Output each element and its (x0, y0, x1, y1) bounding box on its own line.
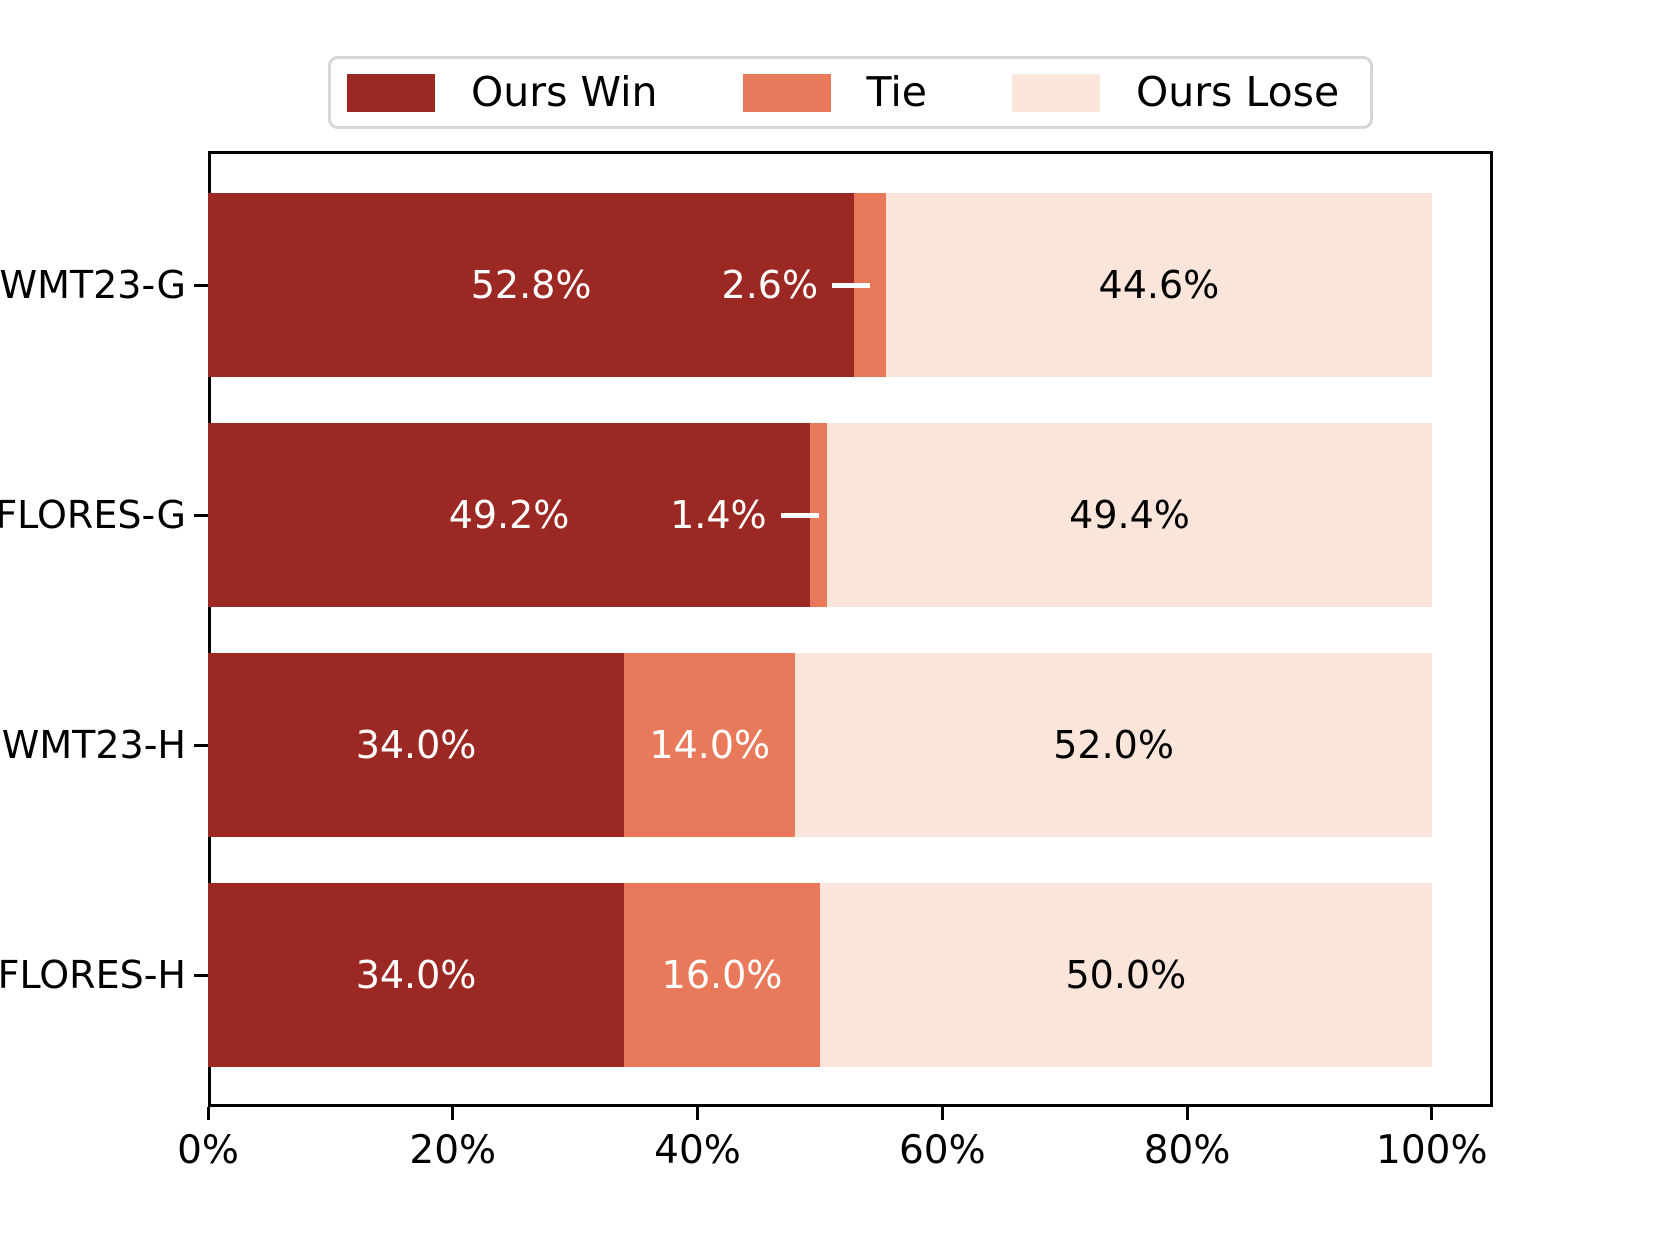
win-value-label: 52.8% (470, 263, 592, 307)
y-tick (194, 743, 208, 747)
y-axis-label-flores-g: FLORES-G (0, 493, 186, 537)
legend-label-ours-win: Ours Win (471, 68, 658, 116)
win-value-label: 49.2% (448, 493, 570, 537)
legend-item-tie: Tie (742, 68, 927, 116)
x-tick (696, 1107, 700, 1120)
plot-area: 52.8% 2.6% 44.6% WMT23-G 49.2% 1.4% 49.4% FLORE… (0, 151, 1493, 1170)
x-tick-label: 0% (177, 1128, 239, 1173)
lose-value-label: 44.6% (1098, 263, 1220, 307)
bar-segment-flores-h-ours-lose (819, 883, 1432, 1067)
legend-swatch-tie-icon (742, 73, 831, 112)
x-tick-label: 60% (898, 1128, 986, 1173)
tie-value-label: 14.0% (649, 723, 771, 767)
y-tick (194, 973, 208, 977)
tie-callout-dash (832, 282, 871, 288)
legend-label-tie: Tie (866, 68, 927, 116)
y-axis-label-wmt23-g: WMT23-G (0, 263, 186, 307)
y-axis-label-flores-h: FLORES-H (0, 953, 186, 997)
bar-segment-wmt23-g-ours-lose (885, 193, 1432, 377)
bar-segment-flores-g-ours-lose (827, 423, 1432, 607)
tie-value-label: 16.0% (661, 953, 783, 997)
bar-segment-wmt23-h-tie (624, 653, 796, 837)
bar-segment-wmt23-g-ours-win (208, 193, 855, 377)
plot-right-spine (1490, 151, 1493, 1107)
tie-value-label: 1.4% (670, 493, 767, 537)
x-tick-label: 40% (654, 1128, 741, 1173)
y-tick (194, 513, 208, 517)
lose-value-label: 50.0% (1065, 953, 1187, 997)
x-tick (206, 1107, 210, 1120)
bar-segment-flores-g-ours-win (208, 423, 811, 607)
legend-label-ours-lose: Ours Lose (1135, 68, 1340, 116)
legend-swatch-ours-win-icon (347, 73, 435, 112)
x-tick-label: 100% (1376, 1128, 1488, 1173)
lose-value-label: 49.4% (1069, 493, 1190, 537)
x-tick-label: 20% (409, 1128, 497, 1173)
tie-callout-dash (780, 512, 819, 518)
legend: Ours Win Tie Ours Lose (328, 56, 1373, 129)
lose-value-label: 52.0% (1053, 723, 1174, 767)
x-tick (1185, 1107, 1189, 1120)
y-tick (194, 283, 208, 287)
bar-segment-flores-h-tie (624, 883, 820, 1067)
y-axis-label-wmt23-h: WMT23-H (1, 723, 186, 767)
legend-item-ours-lose: Ours Lose (1011, 68, 1340, 116)
x-tick (940, 1107, 944, 1120)
y-axis (208, 151, 211, 1107)
bar-segment-wmt23-h-ours-lose (795, 653, 1432, 837)
legend-item-ours-win: Ours Win (347, 72, 658, 113)
bar-segment-flores-h-ours-win (208, 883, 625, 1067)
win-value-label: 34.0% (355, 723, 477, 767)
x-tick (1430, 1107, 1434, 1120)
bar-segment-wmt23-h-ours-win (208, 653, 625, 837)
tie-value-label: 2.6% (721, 263, 819, 307)
legend-swatch-ours-lose-icon (1011, 73, 1100, 112)
x-tick-label: 80% (1143, 1128, 1231, 1173)
x-tick (451, 1107, 455, 1120)
plot-top-spine (208, 151, 1493, 154)
win-value-label: 34.0% (355, 953, 477, 997)
bar-segment-flores-g-tie (810, 423, 828, 607)
x-axis (208, 1104, 1493, 1107)
